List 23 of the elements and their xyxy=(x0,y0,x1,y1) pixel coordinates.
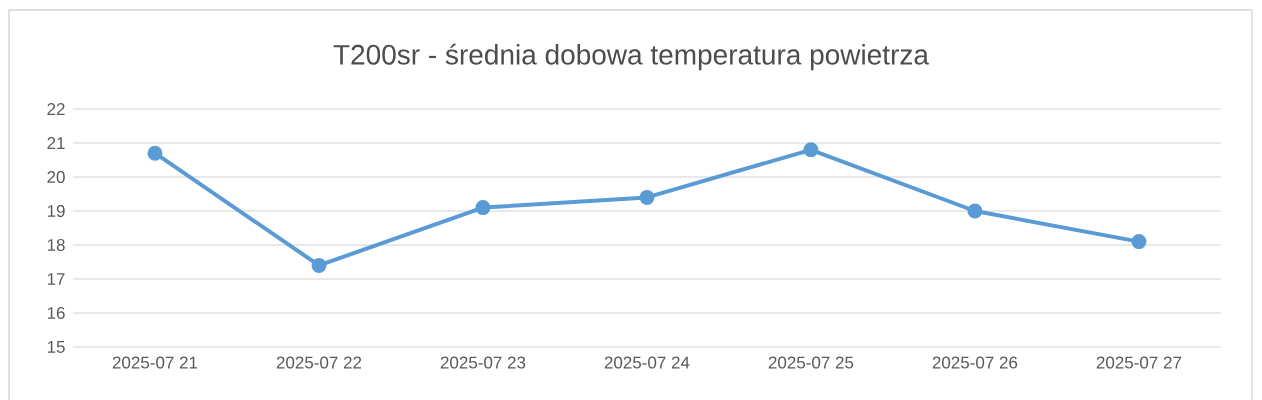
x-tick-label: 2025-07 27 xyxy=(1096,356,1182,369)
y-tick-label: 19 xyxy=(47,204,65,218)
y-tick-label: 20 xyxy=(47,170,65,184)
point xyxy=(1131,234,1147,250)
y-tick-label: 17 xyxy=(47,273,65,285)
y-tick-label: 15 xyxy=(47,341,65,353)
y-tick-label: 18 xyxy=(47,238,65,252)
point xyxy=(639,189,655,205)
y-tick-label: 22 xyxy=(47,103,65,115)
point xyxy=(967,203,983,219)
x-tick-label: 2025-07 25 xyxy=(768,356,854,369)
y-tick-label: 16 xyxy=(47,306,65,320)
y-tick-label: 21 xyxy=(47,137,65,149)
point xyxy=(475,200,491,216)
x-tick-label: 2025-07 23 xyxy=(440,356,526,369)
x-tick-label: 2025-07 26 xyxy=(932,356,1018,369)
point xyxy=(803,142,819,158)
x-tick-label: 2025-07 21 xyxy=(112,356,198,369)
point xyxy=(147,145,163,161)
x-tick-label: 2025-07 22 xyxy=(276,356,362,369)
chart-title: T200sr - średnia dobowa temperatura powietrza xyxy=(333,43,929,71)
x-tick-label: 2025-07 24 xyxy=(604,356,690,369)
point xyxy=(311,257,327,273)
